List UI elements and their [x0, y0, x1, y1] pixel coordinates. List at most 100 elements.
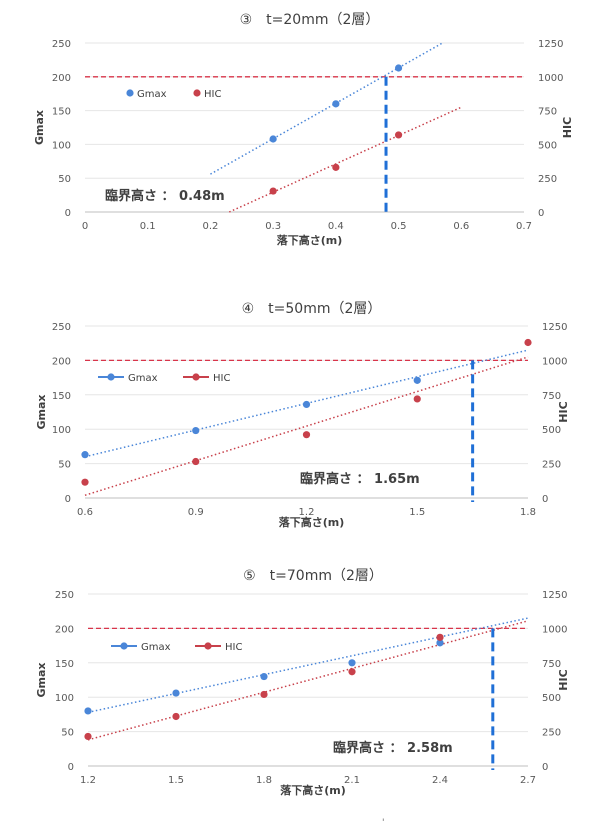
x-tick-label: 1.5: [409, 507, 425, 518]
x-tick-label: 1.8: [256, 775, 272, 786]
y-tick-label: 200: [52, 73, 71, 84]
data-point-hic: [192, 457, 200, 466]
y-tick-label: 50: [61, 728, 74, 739]
data-point-gmax: [348, 659, 356, 667]
y-tick-label: 50: [58, 460, 71, 471]
data-point-hic: [269, 187, 277, 195]
trendline-hic: [84, 356, 529, 496]
y2-tick-label: 750: [538, 107, 557, 118]
chart-panel-1: 0 50 100 150 200 250 0 250 500 750 1000 1250 0 0.1 0.2…: [0, 0, 610, 258]
chart-t70-svg: 0 50 100 150 200 250 0 250 500 750 1000 1250 1.2 1.5 1…: [35, 568, 570, 797]
data-point-hic: [81, 478, 89, 486]
y-axis-label: Gmax: [35, 662, 48, 697]
critical-height-annotation: 臨界高さ ： 2.58m: [333, 740, 453, 756]
critical-height-annotation: 臨界高さ ： 0.48m: [105, 188, 225, 204]
y-tick-label: 150: [52, 391, 71, 402]
legend-marker-hic: [204, 642, 212, 650]
data-point-hic: [413, 395, 421, 403]
y2-tick-label: 0: [542, 494, 548, 505]
page-mark: ': [382, 818, 385, 828]
y2-tick-label: 1000: [542, 624, 567, 635]
y-tick-label: 100: [52, 425, 71, 436]
y-tick-label: 50: [58, 174, 71, 185]
y-axis-label: Gmax: [33, 110, 46, 145]
trendline-gmax: [87, 617, 529, 714]
y2-tick-label: 750: [542, 391, 561, 402]
y-tick-label: 200: [52, 356, 71, 367]
x-axis-label: 落下高さ(m): [279, 515, 345, 529]
y2-tick-label: 0: [538, 208, 544, 219]
data-point-hic: [84, 732, 92, 741]
trendline-hic: [228, 106, 462, 213]
data-point-gmax: [302, 400, 311, 409]
x-tick-label: 0: [82, 221, 88, 232]
chart-t50-svg: 0 50 100 150 200 250 0 250 500 750 1000 1250 0.6 0.9 1…: [35, 301, 570, 529]
legend-label-gmax: Gmax: [137, 89, 167, 100]
x-tick-label: 0.7: [516, 221, 532, 232]
x-tick-label: 1.2: [299, 507, 315, 518]
y2-tick-label: 0: [542, 762, 548, 773]
y-axis-label: Gmax: [35, 394, 48, 429]
x-tick-label: 0.2: [202, 221, 218, 232]
x-axis-label: 落下高さ(m): [277, 233, 343, 247]
y2-axis-label: HIC: [557, 669, 570, 690]
y-tick-label: 0: [65, 494, 71, 505]
x-tick-label: 1.8: [520, 507, 536, 518]
y2-tick-label: 250: [538, 174, 557, 185]
x-tick-label: 0.1: [140, 221, 156, 232]
data-point-gmax: [192, 426, 200, 435]
chart-panel-2: 0 50 100 150 200 250 0 250 500 750 1000 1250 0.6 0.9 1…: [0, 286, 610, 538]
x-tick-label: 0.5: [391, 221, 407, 232]
y-tick-label: 150: [52, 107, 71, 118]
y-tick-label: 0: [65, 208, 71, 219]
y2-tick-label: 1250: [538, 39, 563, 50]
data-point-gmax: [260, 672, 268, 681]
trendline-hic: [87, 620, 529, 741]
x-tick-label: 0.9: [188, 507, 204, 518]
data-point-hic: [394, 131, 403, 139]
data-point-gmax: [394, 64, 403, 72]
data-point-gmax: [84, 707, 92, 715]
legend-label-hic: HIC: [225, 642, 242, 653]
trendline-gmax: [210, 42, 443, 175]
legend-marker-hic: [193, 89, 201, 97]
y2-tick-label: 250: [542, 728, 561, 739]
y2-tick-label: 250: [542, 460, 561, 471]
x-axis-label: 落下高さ(m): [280, 783, 346, 797]
data-point-hic: [172, 712, 180, 721]
y2-axis-label: HIC: [561, 117, 574, 138]
data-point-hic: [260, 690, 268, 699]
y-tick-label: 200: [55, 624, 74, 635]
y-tick-label: 250: [52, 322, 71, 333]
y2-tick-label: 1250: [542, 590, 567, 601]
y-tick-label: 250: [55, 590, 74, 601]
y2-tick-label: 1250: [542, 322, 567, 333]
y-tick-label: 100: [55, 693, 74, 704]
data-point-hic: [348, 668, 356, 676]
chart-title: ④ t=50mm（2層）: [242, 301, 382, 317]
legend-marker-gmax: [120, 642, 128, 650]
chart-t20-svg: 0 50 100 150 200 250 0 250 500 750 1000 1250 0 0.1 0.2…: [33, 12, 574, 247]
x-tick-label: 1.2: [80, 775, 96, 786]
x-tick-label: 2.7: [520, 775, 536, 786]
legend-marker-gmax: [126, 89, 134, 97]
x-tick-label: 2.4: [432, 775, 448, 786]
x-tick-label: 1.5: [168, 775, 184, 786]
y2-tick-label: 500: [542, 693, 561, 704]
data-point-gmax: [436, 639, 444, 647]
y-tick-label: 250: [52, 39, 71, 50]
data-point-gmax: [172, 689, 180, 697]
data-point-gmax: [413, 376, 421, 384]
legend-marker-gmax: [107, 373, 115, 381]
x-tick-label: 0.6: [77, 507, 93, 518]
legend-marker-hic: [192, 373, 200, 381]
y2-tick-label: 500: [542, 425, 561, 436]
data-point-gmax: [269, 135, 277, 143]
chart-panel-3: 0 50 100 150 200 250 0 250 500 750 1000 1250 1.2 1.5 1…: [0, 556, 610, 808]
y-tick-label: 150: [55, 659, 74, 670]
data-point-hic: [302, 431, 311, 439]
y-tick-label: 100: [52, 140, 71, 151]
data-point-gmax: [81, 451, 89, 459]
legend-label-gmax: Gmax: [128, 373, 158, 384]
y2-tick-label: 750: [542, 659, 561, 670]
